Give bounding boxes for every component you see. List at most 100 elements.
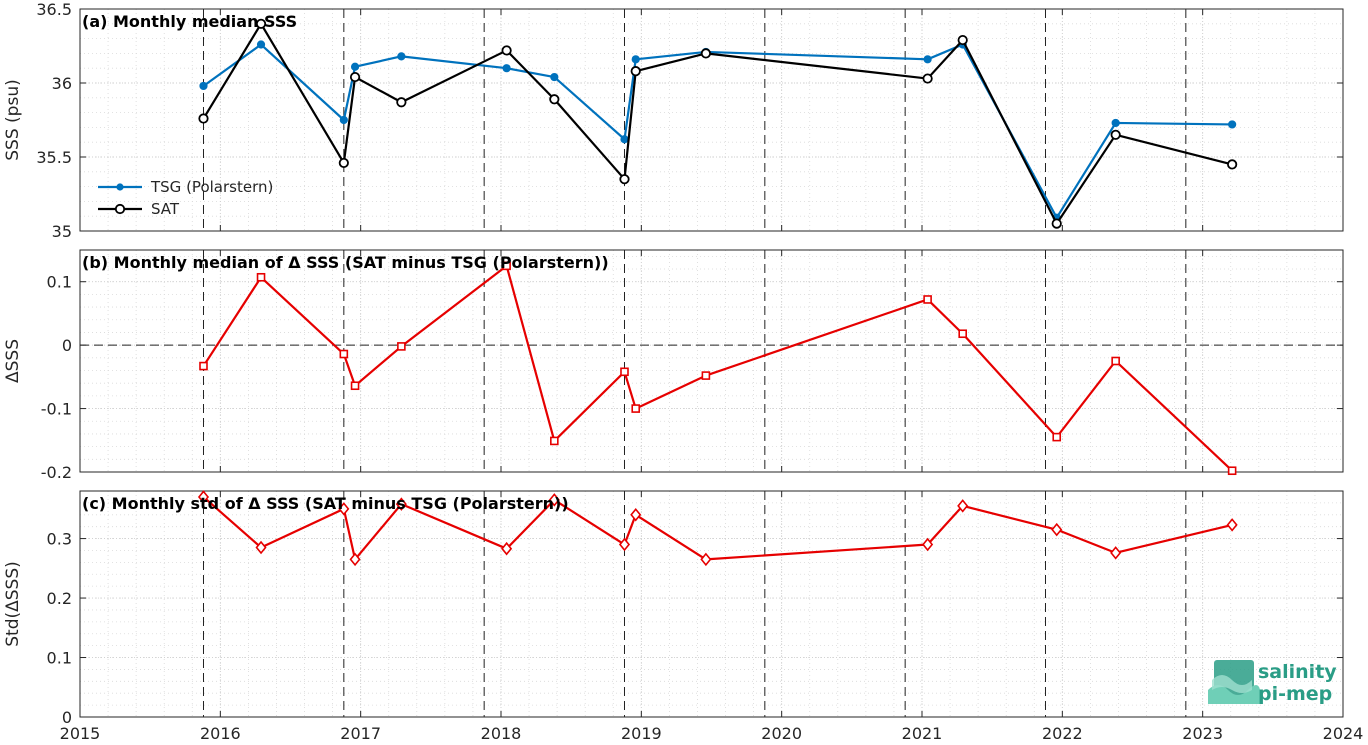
data-point: [1227, 466, 1237, 476]
logo-text: salinity: [1258, 661, 1337, 683]
data-point: [957, 499, 969, 513]
data-point: [199, 81, 208, 91]
data-point: [501, 541, 513, 556]
data-point: [958, 329, 967, 339]
axes-box: [79, 249, 1344, 473]
data-point: [700, 48, 711, 59]
panel-a: 35 35.5 36 36.5 SSS (psu) (a) Monthly median …: [3, 0, 1344, 241]
data-point: [502, 261, 511, 271]
y-tick-label: -0.2: [41, 463, 72, 482]
data-point: [1052, 432, 1062, 442]
data-point: [957, 34, 968, 46]
data-point: [1111, 356, 1120, 366]
y-tick-label: 0: [62, 336, 72, 355]
panel-b: -0.2 -0.1 0 0.1 ΔSSS (b) Monthly median of Δ …: [3, 249, 1344, 482]
data-point: [630, 508, 642, 522]
data-point: [1111, 118, 1120, 128]
data-point: [1110, 129, 1121, 140]
data-point: [395, 497, 407, 511]
y-tick-label: 0.2: [47, 589, 72, 608]
data-point: [350, 62, 360, 71]
panel-title: (c) Monthly std of Δ SSS (SAT minus TSG …: [82, 494, 569, 513]
data-point: [701, 371, 711, 380]
y-axis-label: ΔSSS: [3, 339, 23, 383]
data-point: [255, 18, 267, 29]
data-point: [550, 436, 559, 446]
y-tick-label: 0.1: [47, 649, 72, 668]
data-point: [350, 381, 360, 391]
y-tick-label: 36.5: [36, 0, 72, 19]
x-tick-label: 2024: [1323, 724, 1364, 743]
data-point: [396, 97, 407, 108]
data-point: [619, 174, 630, 185]
data-point: [349, 71, 361, 83]
data-point: [397, 342, 406, 351]
legend: TSG (Polarstern) SAT: [98, 178, 273, 218]
y-tick-label: 35: [52, 222, 72, 241]
plot-area: [80, 9, 1343, 231]
legend-marker: [116, 183, 124, 191]
x-tick-label: 2021: [902, 724, 943, 743]
y-tick-label: 35.5: [36, 148, 72, 167]
data-point: [923, 55, 932, 64]
data-point: [1110, 546, 1122, 560]
data-point: [338, 502, 350, 516]
y-axis-label: Std(ΔSSS): [3, 561, 23, 647]
y-tick-label: 0: [62, 708, 72, 727]
panel-title: (a) Monthly median SSS: [82, 12, 297, 31]
legend-label: TSG (Polarstern): [150, 178, 273, 196]
data-point: [339, 349, 349, 359]
y-tick-label: -0.1: [41, 400, 72, 419]
data-point: [256, 272, 266, 282]
data-point: [339, 115, 348, 125]
logo-text: pi-mep: [1258, 683, 1332, 705]
data-point: [198, 113, 209, 124]
data-point: [700, 552, 712, 567]
data-point: [1051, 218, 1062, 229]
data-point: [923, 295, 932, 304]
data-point: [338, 157, 349, 169]
plot-area: [80, 250, 1343, 472]
legend-marker: [114, 203, 126, 215]
data-point: [502, 64, 511, 73]
axes-box: [79, 8, 1344, 232]
logo-wave-icon: [1212, 675, 1252, 693]
y-tick-label: 0.1: [47, 273, 72, 292]
panel-title: (b) Monthly median of Δ SSS (SAT minus T…: [82, 253, 609, 272]
x-tick-label: 2022: [1042, 724, 1083, 743]
data-point: [1051, 522, 1063, 537]
panel-c: 0 0.1 0.2 0.3 Std(ΔSSS) 2015 2016 2017 2018 2019 2…: [3, 490, 1364, 743]
data-point: [620, 135, 629, 144]
x-tick-label: 2017: [340, 724, 381, 743]
data-point: [550, 72, 559, 82]
plot-area: [80, 491, 1343, 717]
logo-wave-icon: [1208, 685, 1260, 704]
data-point: [922, 537, 934, 552]
data-point: [349, 552, 361, 567]
data-point: [1228, 120, 1237, 129]
data-point: [631, 404, 641, 413]
data-point: [197, 490, 210, 504]
y-tick-label: 36: [52, 74, 72, 93]
axes-box: [79, 490, 1344, 718]
x-tick-label: 2015: [60, 724, 101, 743]
data-point: [199, 361, 208, 371]
data-point: [1226, 518, 1238, 532]
data-point: [618, 537, 631, 552]
legend-label: SAT: [151, 200, 180, 218]
data-point: [501, 45, 512, 56]
x-tick-label: 2016: [200, 724, 241, 743]
data-point: [548, 493, 560, 507]
data-point: [1227, 159, 1238, 170]
y-axis-label: SSS (psu): [3, 79, 23, 160]
data-point: [631, 55, 640, 64]
y-tick-label: 0.3: [47, 530, 72, 549]
data-point: [549, 94, 560, 105]
data-point: [255, 540, 267, 555]
data-point: [256, 40, 266, 49]
x-tick-label: 2019: [621, 724, 662, 743]
data-point: [630, 66, 641, 77]
data-point: [397, 52, 406, 61]
